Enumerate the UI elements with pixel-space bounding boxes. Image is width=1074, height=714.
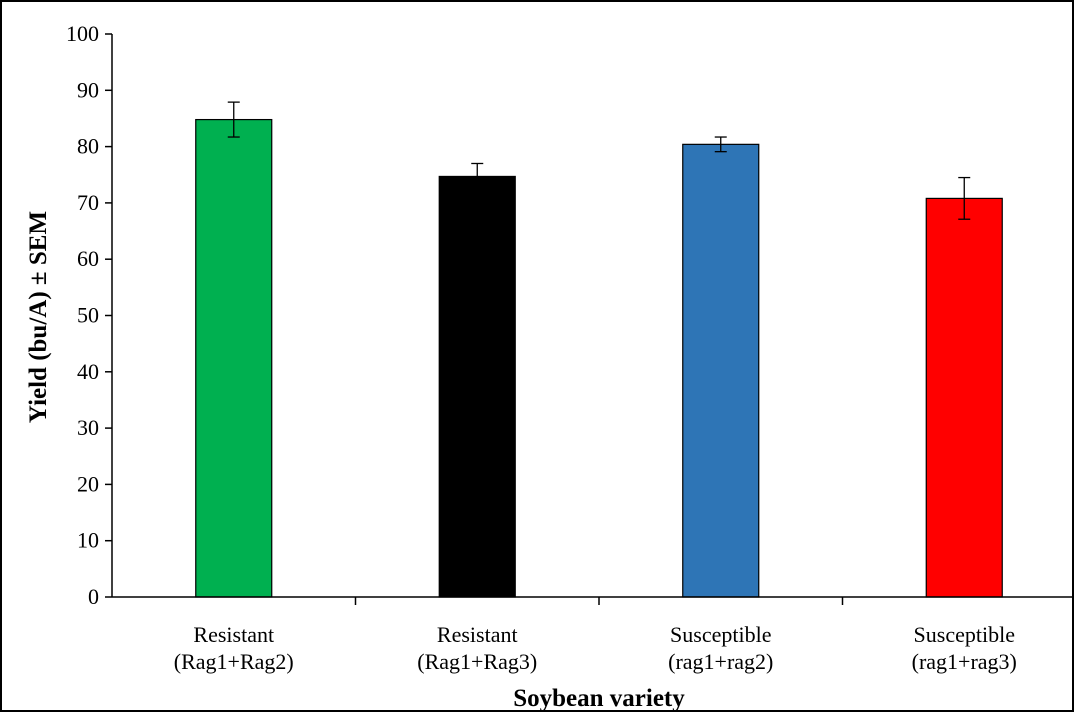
y-tick-label: 20: [77, 471, 99, 496]
y-tick-label: 90: [77, 77, 99, 102]
y-tick-label: 60: [77, 246, 99, 271]
category-label: Susceptible: [670, 622, 771, 647]
y-tick-label: 30: [77, 415, 99, 440]
y-axis-title: Yield (bu/A) ± SEM: [25, 211, 52, 423]
x-ticks-layer: [356, 597, 1074, 605]
bar: [196, 120, 272, 597]
y-tick-label: 10: [77, 528, 99, 553]
y-tick-label: 100: [66, 21, 99, 46]
y-tick-label: 70: [77, 190, 99, 215]
category-label: (Rag1+Rag2): [174, 649, 294, 674]
category-labels-layer: Resistant(Rag1+Rag2)Resistant(Rag1+Rag3)…: [174, 622, 1017, 674]
bar: [926, 198, 1002, 597]
category-label: Resistant: [193, 622, 274, 647]
y-ticks-layer: 0 10 20 30 40 50 60 70 80 90 100: [66, 21, 112, 609]
category-label: Susceptible: [914, 622, 1015, 647]
bar: [439, 176, 515, 597]
error-bars-layer: [228, 102, 971, 219]
y-tick-label: 50: [77, 303, 99, 328]
bar: [683, 144, 759, 597]
x-axis-title: Soybean variety: [513, 685, 685, 712]
y-tick-label: 0: [88, 584, 99, 609]
y-tick-label: 40: [77, 359, 99, 384]
category-label: (rag1+rag2): [668, 649, 773, 674]
bars-layer: [196, 120, 1003, 597]
category-label: (Rag1+Rag3): [417, 649, 537, 674]
y-tick-label: 80: [77, 134, 99, 159]
category-label: (rag1+rag3): [912, 649, 1017, 674]
category-label: Resistant: [437, 622, 518, 647]
